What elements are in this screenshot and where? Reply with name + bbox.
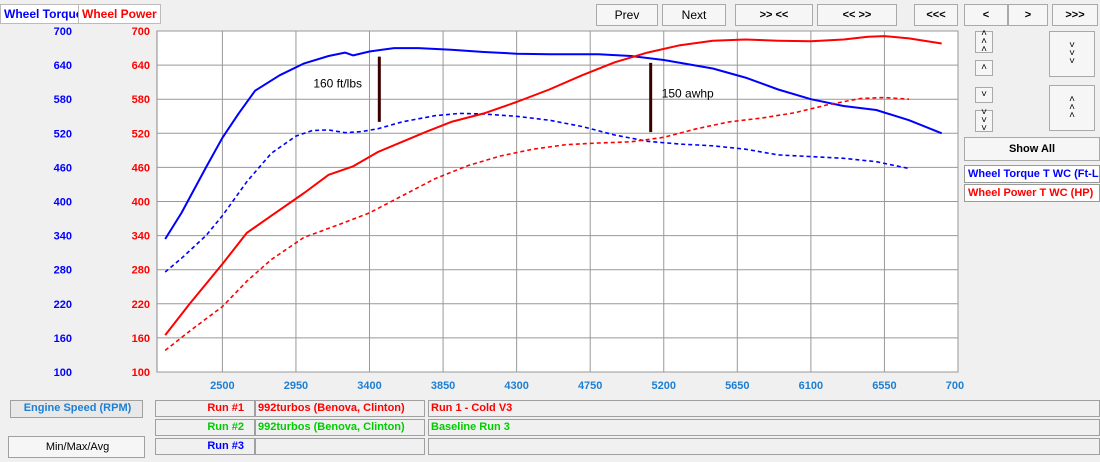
- left-tick-label: 340: [54, 231, 72, 243]
- x-channel-label[interactable]: Engine Speed (RPM): [10, 400, 143, 418]
- grid-lines: [157, 30, 959, 373]
- right-tick-label: 280: [132, 265, 150, 277]
- torque-legend-tag: Wheel Torque: [0, 4, 87, 24]
- zoom-in-button[interactable]: >> <<: [735, 4, 813, 26]
- x-axis: 2500 2950 3400 3850 4300 4750 5200 5650 6100 6550…: [210, 380, 964, 392]
- scroll-far-left-button[interactable]: <<<: [914, 4, 958, 26]
- right-y-axis: 100 160 220 280 340 400 460 520 580 640 700: [132, 26, 150, 379]
- x-tick-label: 2500: [210, 380, 234, 392]
- run-3-label: Run #3: [155, 438, 255, 455]
- scroll-far-right-button[interactable]: >>>: [1052, 4, 1098, 26]
- annotations-group: 160 ft/lbs 150 awhp: [313, 56, 714, 133]
- right-tick-label: 220: [132, 299, 150, 311]
- series-line-2: [164, 112, 910, 273]
- left-tick-label: 220: [54, 299, 72, 311]
- run-2-vehicle: 992turbos (Benova, Clinton): [255, 419, 425, 436]
- x-tick-label: 5200: [652, 380, 676, 392]
- series-line-4: [164, 96, 910, 352]
- run-1-label: Run #1: [155, 400, 255, 417]
- show-all-button[interactable]: Show All: [964, 137, 1100, 161]
- left-tick-label: 460: [54, 162, 72, 174]
- x-tick-label: 6550: [872, 380, 896, 392]
- left-tick-label: 520: [54, 128, 72, 140]
- scale-down-icon[interactable]: ˄ ˄ ˄: [1049, 85, 1095, 131]
- annotation-label-1: 160 ft/lbs: [313, 76, 362, 90]
- prev-button[interactable]: Prev: [596, 4, 658, 26]
- left-tick-label: 400: [54, 197, 72, 209]
- power-channel-item[interactable]: Wheel Power T WC (HP): [964, 184, 1100, 202]
- min-max-avg-button[interactable]: Min/Max/Avg: [8, 436, 145, 458]
- left-y-axis: 100 160 220 280 340 400 460 520 580 640 700: [54, 26, 72, 379]
- scroll-down-fast-icon[interactable]: ˅ ˅ ˅: [975, 108, 993, 134]
- right-tick-label: 640: [132, 60, 150, 72]
- series-group: [164, 35, 943, 352]
- right-tick-label: 160: [132, 333, 150, 345]
- x-tick-label: 7000: [946, 380, 964, 392]
- right-tick-label: 700: [132, 26, 150, 38]
- run-2-label: Run #2: [155, 419, 255, 436]
- scale-up-icon[interactable]: ˅ ˅ ˅: [1049, 31, 1095, 77]
- run-1-vehicle: 992turbos (Benova, Clinton): [255, 400, 425, 417]
- scroll-up-fast-icon[interactable]: ˄ ˄ ˄: [975, 29, 993, 55]
- power-legend-tag: Wheel Power: [78, 4, 161, 24]
- right-tick-label: 580: [132, 94, 150, 106]
- scroll-right-button[interactable]: >: [1008, 4, 1048, 26]
- left-tick-label: 100: [54, 367, 72, 379]
- scroll-down-icon[interactable]: ˅: [975, 87, 993, 103]
- left-tick-label: 580: [54, 94, 72, 106]
- right-tick-label: 460: [132, 162, 150, 174]
- series-line-3: [164, 35, 942, 336]
- x-tick-label: 4300: [504, 380, 528, 392]
- left-tick-label: 700: [54, 26, 72, 38]
- series-line-1: [164, 47, 943, 240]
- left-tick-label: 280: [54, 265, 72, 277]
- run-3-vehicle: [255, 438, 425, 455]
- run-3-name: [428, 438, 1100, 455]
- right-tick-label: 520: [132, 128, 150, 140]
- x-tick-label: 4750: [578, 380, 602, 392]
- x-tick-label: 2950: [284, 380, 308, 392]
- right-tick-label: 340: [132, 231, 150, 243]
- dyno-chart: 100 160 220 280 340 400 460 520 580 640 700 100 160…: [54, 26, 964, 392]
- next-button[interactable]: Next: [662, 4, 726, 26]
- left-tick-label: 640: [54, 60, 72, 72]
- zoom-out-button[interactable]: << >>: [817, 4, 897, 26]
- right-tick-label: 100: [132, 367, 150, 379]
- scroll-left-button[interactable]: <: [964, 4, 1008, 26]
- run-1-name: Run 1 - Cold V3: [428, 400, 1100, 417]
- annotation-label-2: 150 awhp: [662, 86, 714, 100]
- right-tick-label: 400: [132, 197, 150, 209]
- x-tick-label: 6100: [799, 380, 823, 392]
- x-tick-label: 5650: [725, 380, 749, 392]
- torque-channel-item[interactable]: Wheel Torque T WC (Ft-L: [964, 165, 1100, 183]
- run-2-name: Baseline Run 3: [428, 419, 1100, 436]
- x-tick-label: 3850: [431, 380, 455, 392]
- x-tick-label: 3400: [357, 380, 381, 392]
- left-tick-label: 160: [54, 333, 72, 345]
- scroll-up-icon[interactable]: ˄: [975, 60, 993, 76]
